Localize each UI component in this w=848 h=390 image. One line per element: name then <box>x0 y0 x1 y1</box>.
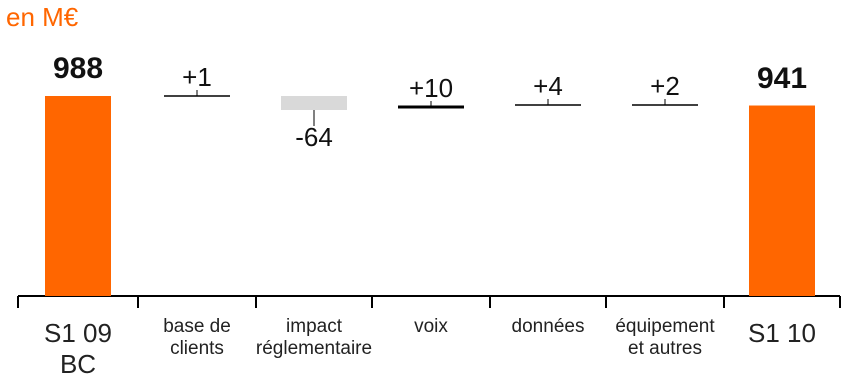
category-label: impact réglementaire <box>254 316 374 361</box>
category-label: S1 10 <box>722 318 842 349</box>
value-label: 941 <box>756 61 808 95</box>
category-label-line: base de <box>163 316 231 337</box>
total-bar <box>45 96 111 296</box>
unit-label: en M€ <box>6 2 79 32</box>
value-label: -64 <box>295 122 333 152</box>
category-label-line: équipement <box>615 316 715 337</box>
category-label: voix <box>371 316 491 338</box>
negative-delta-bar <box>281 96 347 110</box>
total-bar <box>749 105 815 297</box>
category-label: équipement et autres <box>605 316 725 361</box>
category-label-line: BC <box>59 348 97 379</box>
category-label-line: réglementaire <box>255 338 373 360</box>
category-label-line: impact <box>286 316 342 337</box>
category-label: données <box>488 316 608 338</box>
value-label: +10 <box>408 73 454 103</box>
category-label: S1 09 BC <box>18 318 138 379</box>
category-label-line: voix <box>414 316 448 337</box>
value-label: +2 <box>650 71 680 101</box>
value-label: +1 <box>182 62 212 92</box>
category-label-line: données <box>511 316 585 337</box>
category-label-line: clients <box>170 338 224 360</box>
value-label: 988 <box>52 52 104 85</box>
category-label-line: S1 10 <box>748 318 816 348</box>
category-label-line: et autres <box>628 338 702 360</box>
category-label: base de clients <box>137 316 257 361</box>
value-label: +4 <box>533 71 563 101</box>
category-label-line: S1 09 <box>44 318 112 348</box>
